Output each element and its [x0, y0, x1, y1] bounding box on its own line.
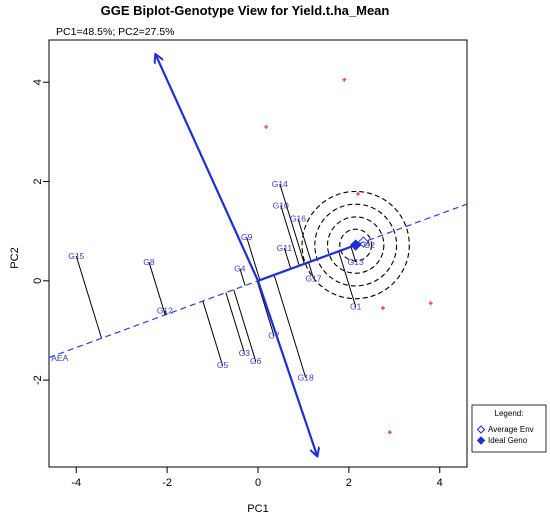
environment-point-4	[380, 306, 385, 311]
projection-line-g14	[279, 183, 305, 264]
legend-box	[471, 404, 547, 453]
genotype-label-g14: G14	[272, 179, 288, 189]
aea-label: AEA	[51, 353, 68, 363]
ideal-circle-3	[314, 203, 398, 287]
environment-point-3	[355, 191, 360, 196]
average-env-legend-icon	[476, 425, 486, 434]
projection-line-g11	[283, 247, 292, 269]
legend-label-ideal-geno: Ideal Geno	[488, 436, 528, 445]
genotype-label-g1: G1	[350, 302, 362, 312]
genotype-label-g3: G3	[239, 348, 251, 358]
environment-point-1	[342, 77, 347, 82]
genotype-label-g13: G13	[348, 257, 364, 267]
genotype-label-g2: G2	[364, 240, 376, 250]
genotype-label-g8: G8	[143, 257, 155, 267]
x-tick-label: 4	[437, 477, 443, 489]
projection-line-g15	[75, 255, 103, 339]
perpendicular-arrow-down	[256, 280, 317, 456]
genotype-label-g6: G6	[250, 356, 262, 366]
projection-line-g1	[338, 251, 357, 307]
y-tick-label: -2	[32, 375, 44, 385]
genotype-label-g10: G10	[273, 200, 289, 210]
genotype-label-g9: G9	[241, 232, 253, 242]
plot-area: AEA G1 G2 G3 G4 G5 G6 G7 G8 G9 G10 G11 G12 G13 G14 G15 G…	[49, 55, 467, 456]
projection-line-g16	[297, 218, 312, 262]
chart-subtitle: PC1=48.5%; PC2=27.5%	[56, 26, 175, 38]
genotype-label-g5: G5	[217, 360, 229, 370]
x-tick-label: -4	[71, 477, 81, 489]
projection-line-g8	[148, 261, 166, 316]
y-tick-label: 0	[32, 278, 44, 284]
ideal-circle-1	[339, 228, 373, 262]
environment-point-5	[428, 301, 433, 306]
y-tick-label: 4	[32, 79, 44, 85]
x-axis-label: PC1	[247, 503, 268, 515]
legend: Legend: Average Env Ideal Geno	[471, 404, 547, 453]
projection-line-g18	[273, 274, 307, 378]
y-tick-label: 2	[32, 178, 44, 184]
projection-line-g3	[225, 292, 245, 353]
legend-title: Legend:	[495, 409, 524, 418]
genotype-label-g15: G15	[68, 251, 84, 261]
genotype-label-g18: G18	[298, 373, 314, 383]
chart-title: GGE Biplot-Genotype View for Yield.t.ha_…	[101, 3, 390, 18]
x-tick-label: 0	[255, 477, 261, 489]
average-env-marker	[357, 236, 370, 248]
genotype-label-g16: G16	[290, 214, 306, 224]
perpendicular-arrow-up	[156, 55, 260, 282]
plot-clipped-layer: AEA G1 G2 G3 G4 G5 G6 G7 G8 G9 G10 G11 G12 G13 G14 G15 G…	[49, 55, 467, 456]
genotype-label-g17: G17	[305, 273, 321, 283]
ideal-geno-legend-icon	[476, 436, 486, 445]
y-axis-ticks: -2 0 2 4	[32, 79, 49, 385]
y-axis-label: PC2	[9, 247, 21, 268]
x-tick-label: 2	[346, 477, 352, 489]
projection-line-g5	[202, 300, 224, 366]
genotype-label-g7: G7	[268, 330, 280, 340]
plot-frame	[48, 39, 468, 468]
projection-line-g17	[308, 262, 314, 279]
projection-line-g7	[256, 280, 275, 336]
ideal-vector-line	[257, 244, 357, 282]
projection-line-g4	[239, 268, 246, 286]
genotype-label-g11: G11	[277, 243, 293, 253]
x-tick-label: -2	[162, 477, 172, 489]
x-axis-ticks: -4 -2 0 2 4	[71, 467, 443, 489]
projection-line-g10	[280, 205, 300, 266]
genotype-label-g4: G4	[234, 263, 246, 273]
legend-label-average-env: Average Env	[488, 425, 534, 434]
projection-line-g6	[233, 289, 257, 362]
ideal-circle-2	[326, 216, 385, 274]
projection-line-g12	[164, 310, 167, 315]
projection-line-g9	[246, 236, 261, 281]
genotype-label-g12: G12	[157, 306, 173, 316]
environment-point-2	[264, 124, 269, 129]
projection-line-g13	[350, 246, 357, 263]
ideal-circle-4	[301, 190, 410, 300]
environment-point-6	[387, 430, 392, 435]
